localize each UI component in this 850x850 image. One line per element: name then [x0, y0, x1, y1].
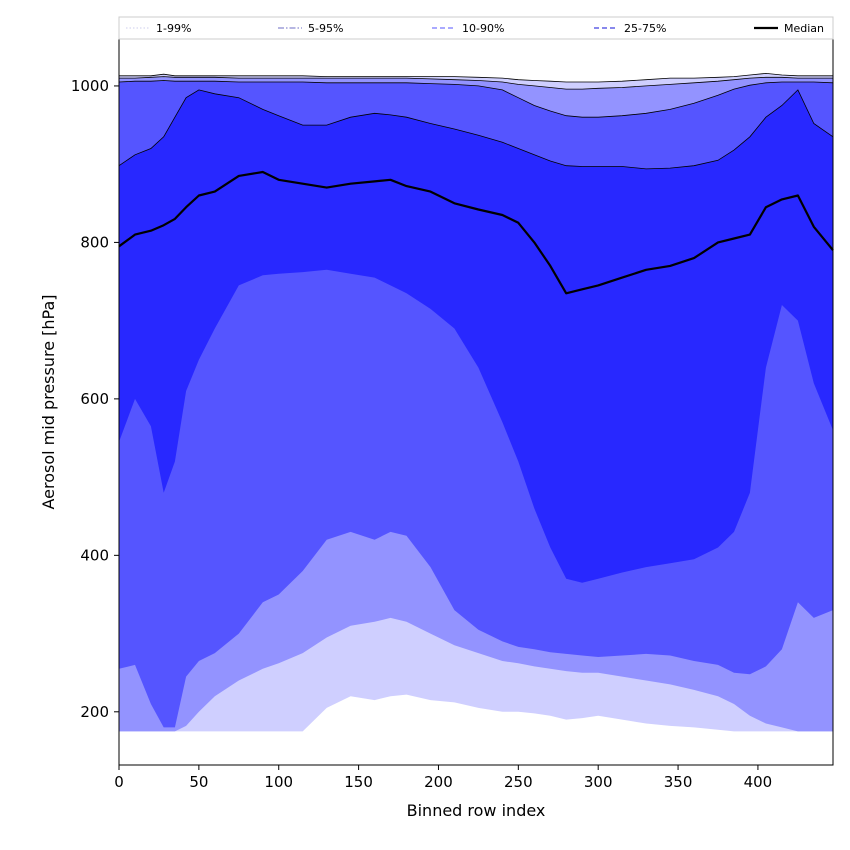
x-tick-label-200: 200 [424, 773, 453, 791]
x-tick-label-150: 150 [344, 773, 373, 791]
legend-box [118, 16, 834, 40]
legend-label-3: 25-75% [624, 22, 666, 35]
y-axis-label: Aerosol mid pressure [hPa] [39, 294, 58, 509]
y-tick-label-1000: 1000 [71, 77, 109, 95]
band-upper-edge-3 [118, 89, 834, 170]
x-tick-label-250: 250 [504, 773, 533, 791]
x-tick-label-100: 100 [264, 773, 293, 791]
x-tick-label-350: 350 [664, 773, 693, 791]
legend-label-2: 10-90% [462, 22, 504, 35]
legend-label-4: Median [784, 22, 824, 35]
y-tick-label-400: 400 [80, 546, 109, 564]
plot-area [118, 72, 834, 732]
x-tick-label-50: 50 [189, 773, 208, 791]
legend: 1-99% 5-95% 10-90% 25-75% Median [118, 16, 834, 40]
y-tick-label-600: 600 [80, 390, 109, 408]
y-tick-label-200: 200 [80, 703, 109, 721]
x-tick-label-400: 400 [744, 773, 773, 791]
band-upper-edge-1 [119, 76, 833, 90]
x-axis: 0 50 100 150 200 250 300 350 400 [114, 765, 772, 791]
x-axis-label: Binned row index [407, 801, 546, 820]
band-upper-edge-0 [119, 72, 833, 83]
band-upper-edge-2 [118, 80, 834, 118]
band-area-3 [119, 89, 833, 583]
y-tick-label-800: 800 [80, 233, 109, 251]
median-line [118, 170, 834, 295]
x-tick-label-0: 0 [114, 773, 124, 791]
legend-label-0: 1-99% [156, 22, 191, 35]
x-tick-label-300: 300 [584, 773, 613, 791]
y-axis: 200 400 600 800 1000 [71, 77, 119, 721]
legend-label-1: 5-95% [308, 22, 343, 35]
